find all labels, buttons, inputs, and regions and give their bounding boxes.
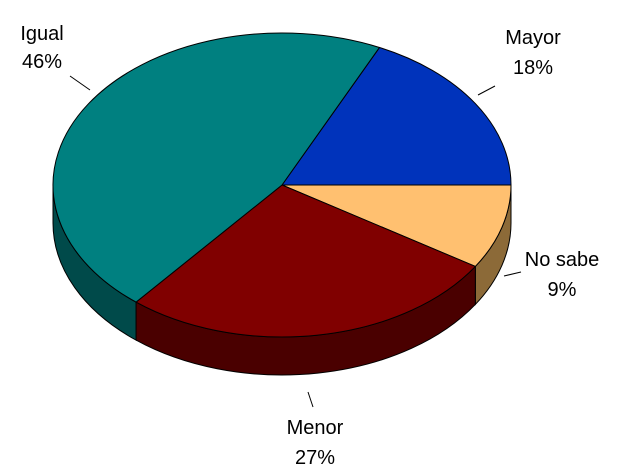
- slice-label: No sabe: [525, 249, 600, 271]
- slice-value-label: 46%: [22, 51, 62, 73]
- slice-value-label: 9%: [548, 279, 577, 301]
- pie-slice: [135, 184, 477, 338]
- slice-value-label: 27%: [295, 447, 335, 469]
- leader-line: [69, 75, 91, 91]
- leader-line: [503, 271, 522, 277]
- leader-line: [307, 391, 314, 408]
- pie: [52, 32, 512, 376]
- slice-label: Mayor: [505, 27, 561, 49]
- pie-slice: [52, 32, 381, 303]
- pie-slice: [281, 184, 512, 268]
- slice-value-label: 18%: [513, 57, 553, 79]
- leader-line: [477, 85, 496, 96]
- slice-label: Igual: [20, 23, 63, 45]
- slice-label: Menor: [287, 417, 344, 439]
- pie-slice: [281, 46, 512, 186]
